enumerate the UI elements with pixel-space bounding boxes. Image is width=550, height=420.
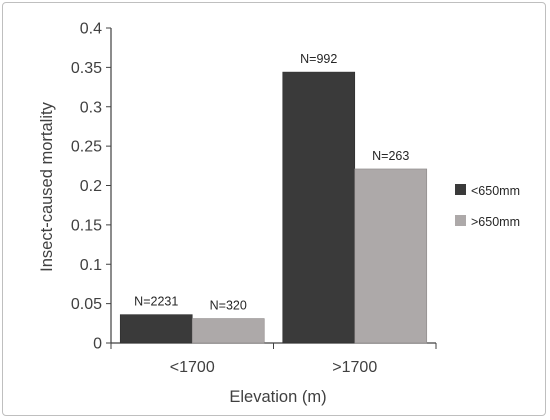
- legend-label: >650mm: [471, 215, 520, 229]
- y-tick-label: 0.2: [80, 178, 102, 195]
- legend-swatch: [455, 215, 466, 226]
- x-tick-label: <1700: [170, 359, 215, 376]
- x-axis-title: Elevation (m): [229, 388, 326, 406]
- bar-data-label: N=992: [300, 52, 337, 66]
- y-tick-label: 0: [93, 336, 102, 353]
- y-axis-ticks: 0 0.05 0.1 0.15 0.2 0.25 0.3 0.35 0.4: [71, 21, 111, 353]
- y-axis-title: Insect-caused mortality: [38, 101, 56, 271]
- legend-label: <650mm: [471, 184, 520, 198]
- y-tick-label: 0.25: [71, 139, 102, 156]
- y-tick-label: 0.05: [71, 296, 102, 313]
- x-tick-label: >1700: [332, 359, 377, 376]
- data-labels: N=2231 N=320 N=992 N=263: [134, 52, 409, 312]
- bar: [119, 314, 193, 344]
- y-tick-label: 0.1: [80, 257, 102, 274]
- bar: [354, 168, 428, 344]
- y-tick-label: 0.15: [71, 217, 102, 234]
- bars: [119, 71, 428, 344]
- x-axis-ticks: <1700 >1700: [110, 343, 437, 376]
- y-tick-label: 0.35: [71, 60, 102, 77]
- bar: [282, 71, 356, 344]
- legend: <650mm >650mm: [455, 184, 520, 229]
- bar-data-label: N=263: [372, 149, 409, 163]
- bar-data-label: N=320: [210, 299, 247, 313]
- y-tick-label: 0.4: [80, 21, 102, 38]
- y-tick-label: 0.3: [80, 99, 102, 116]
- bar: [191, 318, 265, 344]
- legend-swatch: [455, 184, 466, 195]
- bar-data-label: N=2231: [134, 295, 178, 309]
